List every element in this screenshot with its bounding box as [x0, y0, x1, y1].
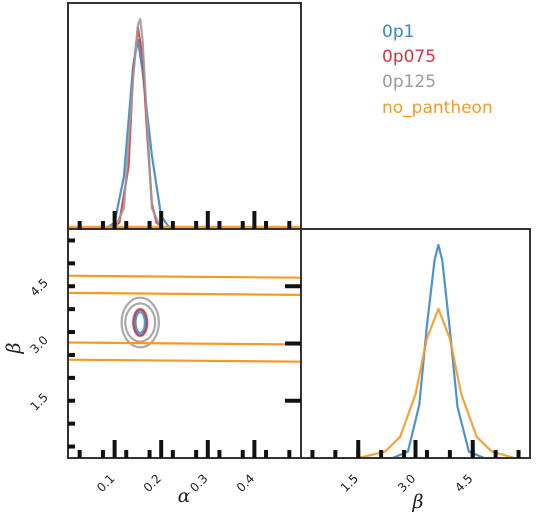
contour-line	[134, 311, 146, 334]
beta-tick-label: 3.0	[27, 333, 50, 356]
beta-pdf-line	[358, 307, 515, 460]
contour-line	[120, 296, 160, 349]
legend-entry: no_pantheon	[382, 98, 493, 118]
alpha-tick-label: 0.3	[187, 471, 210, 494]
contour-line	[132, 308, 149, 337]
alpha-axis-label: α	[178, 485, 191, 507]
beta-pdf-line	[392, 243, 485, 460]
contour-band-line	[67, 274, 302, 279]
beta-tick-label: 1.5	[27, 390, 50, 413]
beta-tick-label: 1.5	[338, 471, 361, 494]
alpha-tick-label: 0.4	[234, 471, 257, 494]
contour-band-line	[67, 358, 302, 363]
beta-axis-label-left: β	[3, 342, 25, 354]
contour-line	[124, 302, 157, 343]
legend-entry: 0p125	[382, 72, 437, 92]
alpha-pdf-line	[113, 17, 163, 230]
alpha-tick-label: 0.1	[94, 471, 117, 494]
contour-band-line	[67, 291, 302, 296]
alpha-pdf-panel	[67, 2, 302, 230]
beta-axis-label: β	[412, 491, 424, 513]
beta-tick-label: 4.5	[27, 276, 50, 299]
alpha-pdf-line	[104, 38, 172, 230]
legend-entry: 0p075	[382, 47, 437, 67]
legend-entry: 0p1	[382, 22, 415, 42]
contour-band-line	[67, 341, 302, 346]
beta-tick-label: 4.5	[452, 471, 475, 494]
alpha-tick-label: 0.2	[141, 471, 164, 494]
